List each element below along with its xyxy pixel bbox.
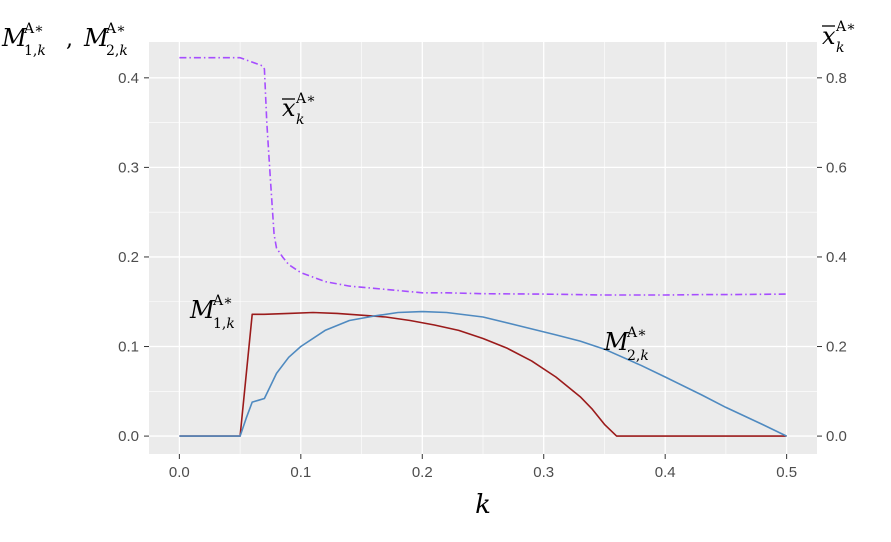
svg-text:A∗: A∗ xyxy=(212,293,233,309)
svg-text:A∗: A∗ xyxy=(295,91,316,107)
svg-text:1,k: 1,k xyxy=(24,43,46,59)
y-right-tick-label: 0.8 xyxy=(826,70,847,87)
y-axis-right: 0.0 0.2 0.4 0.6 0.8 xyxy=(817,70,847,445)
svg-text:,: , xyxy=(66,27,73,52)
y-left-tick-label: 0.2 xyxy=(118,249,139,266)
y-left-tick-label: 0.4 xyxy=(118,70,139,87)
svg-text:k: k xyxy=(296,112,304,128)
y-right-tick-label: 0.0 xyxy=(826,428,847,445)
series-line-xbar xyxy=(179,56,787,296)
y-right-tick-label: 0.4 xyxy=(826,249,847,266)
x-tick-label: 0.3 xyxy=(533,464,554,481)
grid-major xyxy=(149,42,817,454)
svg-text:A∗: A∗ xyxy=(105,21,126,37)
y-left-tick-label: 0.1 xyxy=(118,339,139,356)
svg-text:2,k: 2,k xyxy=(627,348,649,364)
svg-text:M: M xyxy=(83,24,110,52)
svg-text:A∗: A∗ xyxy=(23,21,44,37)
grid-minor xyxy=(149,42,817,454)
x-tick-label: 0.4 xyxy=(655,464,676,481)
y-right-tick-label: 0.2 xyxy=(826,339,847,356)
label-m2: M A∗ 2,k xyxy=(603,325,649,364)
x-axis: 0.0 0.1 0.2 0.3 0.4 0.5 xyxy=(169,454,797,481)
y-right-tick-label: 0.6 xyxy=(826,159,847,176)
x-axis-title: k xyxy=(475,490,491,520)
x-tick-label: 0.2 xyxy=(412,464,433,481)
y-axis-left: 0.0 0.1 0.2 0.3 0.4 xyxy=(118,70,149,445)
series-layer xyxy=(179,56,787,437)
x-tick-label: 0.0 xyxy=(169,464,190,481)
y-axis-left-title: M A∗ 1,k , M A∗ 2,k xyxy=(1,21,128,59)
label-xbar: x A∗ k xyxy=(282,91,316,128)
svg-text:2,k: 2,k xyxy=(106,43,128,59)
series-line-M1 xyxy=(179,311,787,437)
y-left-tick-label: 0.3 xyxy=(118,159,139,176)
svg-text:x: x xyxy=(822,22,836,50)
svg-text:A∗: A∗ xyxy=(626,325,647,341)
label-m1: M A∗ 1,k xyxy=(189,293,235,332)
svg-text:M: M xyxy=(603,328,630,356)
svg-text:M: M xyxy=(189,296,216,324)
svg-text:k: k xyxy=(836,40,844,56)
series-line-M2 xyxy=(179,310,787,437)
svg-text:x: x xyxy=(282,94,296,122)
y-axis-right-title: x A∗ k xyxy=(822,19,856,56)
svg-text:A∗: A∗ xyxy=(835,19,856,35)
y-left-tick-label: 0.0 xyxy=(118,428,139,445)
x-tick-label: 0.1 xyxy=(290,464,311,481)
svg-text:1,k: 1,k xyxy=(213,316,235,332)
x-tick-label: 0.5 xyxy=(776,464,797,481)
svg-text:M: M xyxy=(1,24,28,52)
